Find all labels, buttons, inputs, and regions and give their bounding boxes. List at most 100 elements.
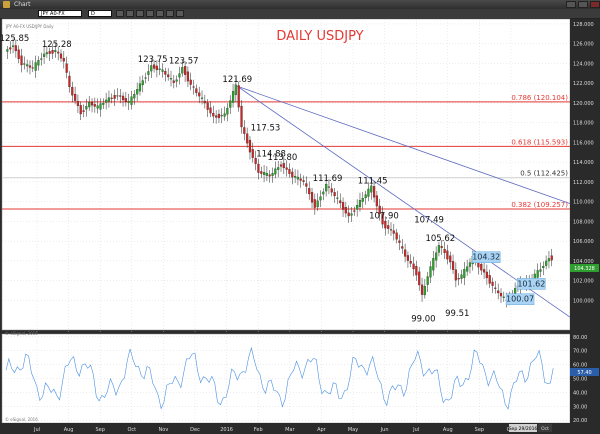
- toolbar-button[interactable]: [176, 10, 184, 17]
- candle-body: [144, 77, 147, 79]
- candle-body: [302, 180, 305, 182]
- y-axis-labels: 100.000 102.000 104.000 106.000 108.000 110.0…: [573, 22, 594, 424]
- candle-body: [432, 258, 435, 271]
- candle-body: [319, 196, 322, 201]
- candle-body: [220, 115, 223, 117]
- candle-body: [200, 97, 204, 99]
- fib-level-label: 0.382 (109.257): [511, 201, 568, 209]
- candle-body: [536, 270, 539, 278]
- candle-body: [167, 74, 170, 78]
- candle-body: [370, 185, 373, 193]
- candle-body: [198, 92, 201, 97]
- candle-body: [195, 88, 198, 93]
- indicator-line: [5, 346, 554, 410]
- candle-body: [37, 60, 40, 66]
- candle-body: [488, 275, 491, 284]
- toolbar-button[interactable]: [156, 10, 164, 17]
- toolbar-button[interactable]: [146, 10, 154, 17]
- cursor-tag: [538, 424, 552, 432]
- candle-body: [28, 65, 32, 68]
- candle-body: [51, 50, 54, 54]
- indicator-tick-label: 60.00: [573, 363, 587, 369]
- toolbar-button[interactable]: [126, 10, 134, 17]
- candle-body: [296, 176, 300, 180]
- price-annotation: 107.90: [369, 211, 399, 221]
- candle-body: [350, 213, 353, 216]
- candle-body: [491, 281, 494, 286]
- candle-body: [356, 205, 359, 210]
- candle-body: [347, 212, 350, 217]
- date-tag: [509, 424, 537, 432]
- indicator-panel: [1, 333, 571, 424]
- candle-body: [178, 73, 181, 78]
- date-tag-label: Sep 29/2016: [509, 426, 538, 432]
- candle-body: [257, 163, 260, 173]
- candle-body: [485, 271, 488, 279]
- x-tick-label: May: [348, 427, 358, 433]
- symbol-input[interactable]: JPY A0-FX: [38, 10, 82, 17]
- candle-body: [392, 230, 395, 234]
- cursor-tag-label: Oct: [541, 426, 549, 432]
- candle-body: [192, 86, 195, 88]
- candle-body: [514, 288, 517, 294]
- x-tick-label: Feb: [254, 427, 263, 433]
- candle-body: [88, 102, 91, 108]
- x-tick-label: Oct: [127, 427, 136, 433]
- candle-body: [164, 71, 167, 75]
- price-annotation: 105.62: [425, 234, 455, 244]
- candle-body: [20, 55, 23, 66]
- candle-body: [121, 95, 125, 101]
- candle-body: [127, 101, 130, 103]
- toolbar-button[interactable]: [116, 10, 124, 17]
- candle-body: [547, 258, 551, 262]
- candle-body: [68, 75, 71, 88]
- toolbar-button[interactable]: [166, 10, 174, 17]
- candle-body: [237, 85, 240, 108]
- candle-body: [550, 255, 553, 261]
- x-tick-label: Sep: [475, 427, 484, 433]
- candle-body: [136, 89, 139, 95]
- candle-body: [429, 266, 432, 278]
- x-tick-label: Apr: [317, 427, 327, 433]
- candle-body: [186, 71, 190, 82]
- interval-select[interactable]: D: [88, 10, 112, 17]
- candle-body: [119, 95, 122, 97]
- candle-body: [158, 68, 161, 70]
- candle-body: [435, 252, 438, 261]
- indicator-tick-label: 40.00: [573, 390, 587, 396]
- candle-body: [468, 262, 472, 267]
- candle-body: [234, 84, 237, 96]
- candle-body: [358, 200, 362, 207]
- y-tick-label: 118.000: [573, 121, 594, 127]
- candle-body: [181, 67, 184, 74]
- indicator-tick-label: 20.00: [573, 418, 587, 424]
- maximize-button[interactable]: [578, 1, 588, 8]
- price-box: [505, 293, 535, 305]
- candle-body: [9, 47, 12, 50]
- x-tick-label: Nov: [159, 427, 169, 433]
- candle-body: [65, 63, 68, 73]
- candle-body: [152, 64, 156, 69]
- candle-body: [34, 62, 37, 71]
- y-tick-label: 112.000: [573, 180, 594, 186]
- candle-body: [440, 246, 443, 248]
- candle-body: [262, 172, 266, 175]
- candle-body: [384, 220, 387, 229]
- candle-body: [277, 167, 280, 170]
- minimize-button[interactable]: [566, 1, 576, 8]
- candle-body: [463, 269, 466, 278]
- price-annotation: 99.51: [445, 309, 469, 319]
- candle-body: [189, 79, 192, 85]
- candle-body: [387, 225, 390, 229]
- toolbar-button[interactable]: [136, 10, 144, 17]
- candle-body: [406, 255, 410, 261]
- indicator-tick-label: 70.00: [573, 349, 587, 355]
- chart-header-info: JPY A0-FX USD/JPY Daily: [5, 24, 54, 29]
- price-annotation: 111.45: [358, 176, 388, 186]
- y-tick-label: 122.000: [573, 81, 594, 87]
- candle-body: [423, 285, 426, 296]
- y-tick-label: 128.000: [573, 22, 594, 28]
- candle-body: [229, 100, 232, 108]
- chart-app-icon: [3, 1, 10, 8]
